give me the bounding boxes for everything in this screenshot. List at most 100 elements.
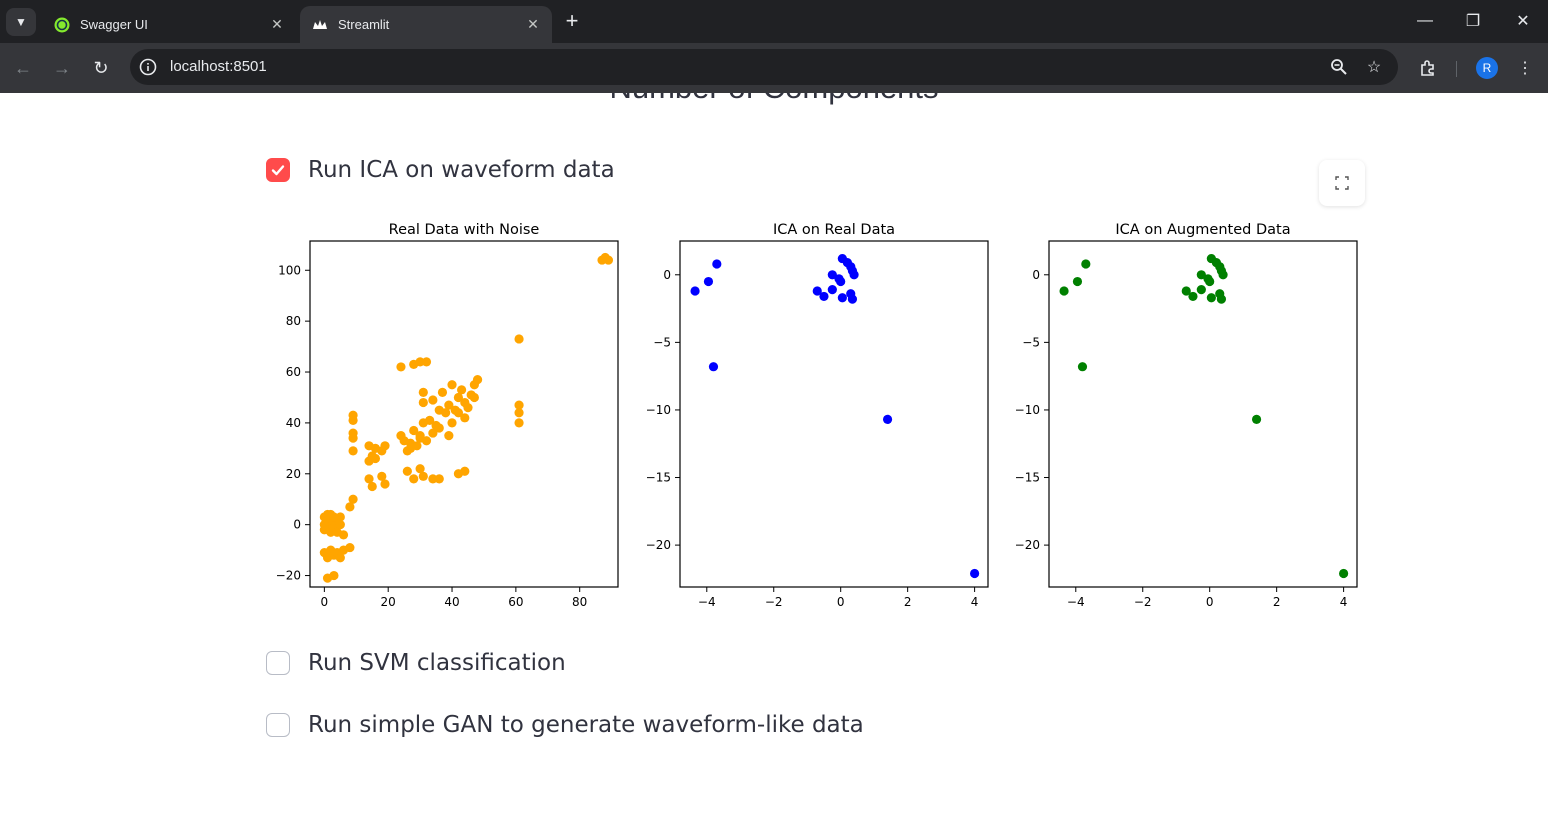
data-point (338, 530, 349, 540)
x-tick-label: 80 (572, 595, 587, 609)
data-point (396, 362, 406, 372)
data-point (514, 418, 524, 428)
data-point (377, 471, 387, 481)
data-point (415, 433, 425, 443)
tab-search-button[interactable]: ▼ (6, 8, 36, 36)
reload-icon[interactable]: ↻ (93, 57, 109, 78)
new-tab-button[interactable]: + (565, 8, 579, 33)
x-tick-label: 2 (904, 595, 912, 609)
data-point (447, 380, 457, 390)
data-point (1077, 362, 1088, 372)
data-point (1218, 270, 1228, 280)
checkbox-box[interactable] (266, 158, 290, 182)
data-point (405, 438, 416, 448)
data-point (444, 431, 454, 441)
data-point (819, 291, 829, 302)
forward-arrow-icon[interactable]: → (53, 57, 71, 78)
data-point (345, 502, 355, 512)
data-point (1072, 276, 1083, 287)
data-point (460, 466, 470, 476)
data-point (364, 474, 374, 484)
data-point (441, 408, 451, 418)
chevron-down-icon: ▼ (15, 15, 27, 29)
data-point (708, 362, 719, 372)
data-point (348, 446, 358, 456)
checkbox-label: Run simple GAN to generate waveform-like… (308, 712, 864, 738)
data-point (348, 410, 358, 420)
data-point (402, 466, 412, 476)
y-tick-label: 100 (278, 263, 301, 277)
data-point (335, 512, 345, 522)
checkbox-box[interactable] (266, 651, 290, 675)
site-info-icon[interactable] (138, 57, 158, 77)
data-point (460, 413, 470, 423)
data-point (1081, 259, 1091, 269)
y-tick-label: −5 (653, 335, 671, 349)
fullscreen-button[interactable] (1319, 160, 1365, 206)
data-point (437, 387, 448, 397)
fullscreen-icon (1335, 176, 1349, 190)
data-point (1059, 286, 1069, 296)
tab-swagger[interactable]: Swagger UI ✕ (42, 6, 296, 43)
data-point (712, 259, 722, 269)
data-point (603, 255, 614, 265)
chart-title: Real Data with Noise (389, 222, 540, 238)
data-point (457, 385, 467, 395)
tab-streamlit[interactable]: Streamlit ✕ (300, 6, 552, 43)
minimize-icon[interactable]: — (1417, 12, 1433, 29)
window-close-icon[interactable]: ✕ (1516, 13, 1530, 30)
data-point (428, 395, 438, 405)
data-point (447, 418, 457, 428)
more-menu-icon[interactable]: ⋮ (1517, 60, 1533, 77)
extensions-icon[interactable] (1415, 55, 1441, 81)
y-tick-label: −20 (646, 538, 671, 552)
data-point (335, 520, 345, 530)
zoom-icon[interactable] (1328, 56, 1350, 78)
data-point (1206, 293, 1216, 303)
data-point (847, 294, 858, 304)
close-icon[interactable]: ✕ (527, 16, 539, 32)
profile-avatar[interactable]: R (1476, 57, 1498, 79)
checkbox-run-svm[interactable]: Run SVM classification (266, 650, 566, 676)
data-point (418, 418, 428, 428)
toolbar-divider (1456, 61, 1457, 77)
checkbox-run-gan[interactable]: Run simple GAN to generate waveform-like… (266, 712, 864, 738)
data-point (370, 453, 381, 464)
data-point (472, 375, 483, 385)
x-tick-label: 40 (444, 595, 459, 609)
address-bar[interactable]: localhost:8501 ☆ (130, 49, 1398, 85)
x-tick-label: −4 (1067, 595, 1085, 609)
url-text: localhost:8501 (170, 58, 267, 75)
x-tick-label: 2 (1273, 595, 1281, 609)
y-tick-label: 80 (286, 314, 301, 328)
chart-title: ICA on Augmented Data (1115, 222, 1290, 238)
data-point (812, 286, 822, 296)
streamlit-crown-icon (312, 17, 328, 33)
data-point (434, 474, 444, 484)
data-point (348, 494, 358, 504)
close-icon[interactable]: ✕ (271, 16, 283, 32)
data-point (1251, 414, 1262, 425)
back-arrow-icon[interactable]: ← (14, 57, 32, 78)
bookmark-star-icon[interactable]: ☆ (1366, 59, 1382, 76)
x-tick-label: 0 (837, 595, 845, 609)
data-point (415, 357, 425, 367)
data-point (418, 387, 428, 397)
section-heading: Number of Components (0, 93, 1548, 110)
data-point (690, 286, 700, 296)
data-point (329, 512, 339, 522)
data-point (469, 392, 479, 403)
checkbox-run-ica[interactable]: Run ICA on waveform data (266, 157, 615, 183)
x-tick-label: 20 (381, 595, 396, 609)
checkmark-icon (271, 165, 285, 176)
data-point (1196, 285, 1206, 295)
y-tick-label: 0 (663, 268, 671, 282)
data-point (453, 392, 464, 403)
data-point (1216, 294, 1227, 304)
checkbox-box[interactable] (266, 713, 290, 737)
restore-icon[interactable]: ❐ (1465, 13, 1481, 30)
x-tick-label: −2 (1134, 595, 1152, 609)
data-point (463, 403, 473, 413)
y-tick-label: −20 (1015, 538, 1040, 552)
